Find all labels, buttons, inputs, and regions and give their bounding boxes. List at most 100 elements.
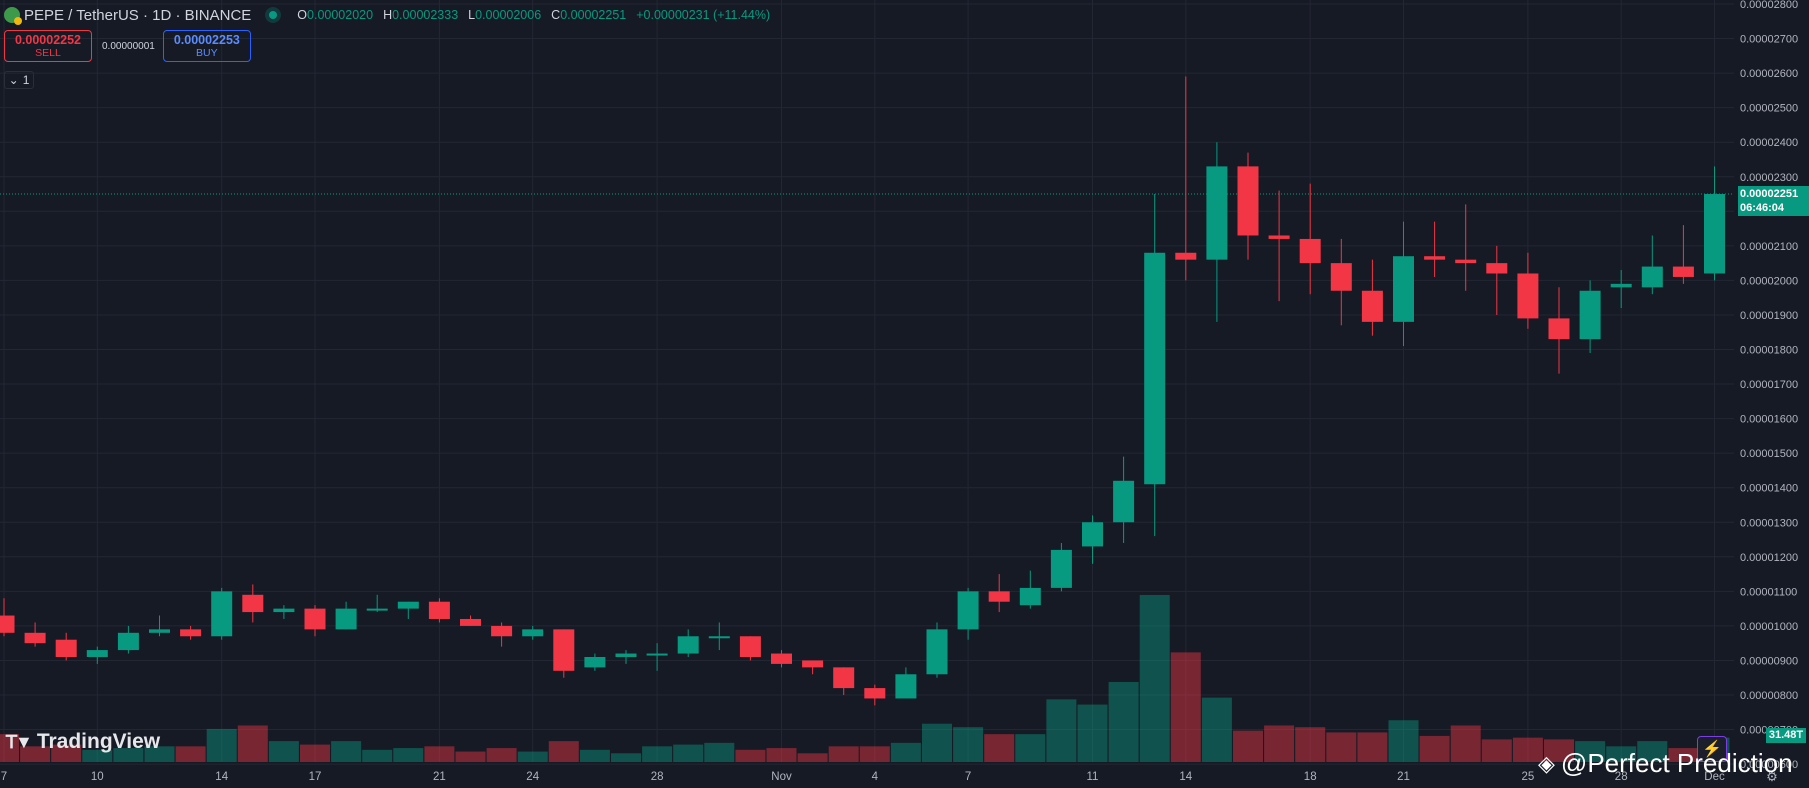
candle-body — [211, 591, 233, 637]
candle — [1486, 245, 1508, 315]
volume-bar — [486, 748, 517, 762]
grid — [0, 0, 1734, 765]
volume-bar — [611, 753, 641, 762]
low-value: 0.00002006 — [475, 8, 542, 22]
candle — [802, 660, 824, 675]
candle-body — [1517, 273, 1539, 319]
candle-body — [55, 639, 77, 657]
candle — [1610, 270, 1632, 309]
candle — [117, 625, 139, 654]
indicators-toggle[interactable]: ⌄ 1 — [4, 71, 34, 89]
volume-bar — [1357, 732, 1388, 762]
candle-body — [1299, 238, 1321, 264]
price-tick-label: 0.00002300 — [1740, 172, 1798, 184]
candle-body — [24, 632, 46, 644]
volume-bars — [0, 594, 1730, 762]
candle-body — [491, 625, 513, 637]
tradingview-logo[interactable]: ꓔ▼ TradingView — [6, 730, 160, 754]
candle-body — [1330, 263, 1352, 291]
candle-body — [957, 591, 979, 630]
candle — [1268, 190, 1290, 302]
price-tick-label: 0.00000800 — [1740, 690, 1798, 702]
volume-bar — [1139, 594, 1170, 762]
low-label: L — [468, 8, 476, 22]
candle-body — [1610, 283, 1632, 288]
candle — [211, 587, 233, 640]
candle — [1393, 221, 1414, 347]
symbol-title[interactable]: PEPE / TetherUS · 1D · BINANCE — [24, 6, 252, 24]
price-tick-label: 0.00002100 — [1740, 241, 1798, 253]
candle — [957, 587, 979, 640]
buy-button[interactable]: 0.00002253 BUY — [162, 30, 251, 62]
date-tick-label: 24 — [526, 771, 539, 783]
volume-bar — [331, 741, 362, 762]
candle-body — [117, 632, 139, 651]
price-tick-label: 0.00002000 — [1740, 275, 1798, 287]
candle — [522, 625, 544, 640]
date-tick-label: 7 — [965, 771, 971, 783]
candle-body — [988, 591, 1010, 602]
candle — [771, 650, 792, 668]
bar-countdown: 06:46:04 — [1740, 202, 1785, 214]
price-tick-label: 0.00002800 — [1740, 0, 1798, 11]
candle — [988, 574, 1010, 613]
pepe-binance-icon[interactable] — [4, 7, 22, 25]
time-axis[interactable]: 7 10 14 17 21 24 28 Nov 4 7 11 14 18 21 25 28 Dec — [1, 771, 1725, 783]
candle-body — [149, 629, 170, 633]
candle-body — [522, 629, 544, 637]
candle-body — [926, 629, 948, 675]
candle — [584, 653, 606, 671]
candle — [1330, 238, 1352, 326]
candle-body — [1455, 259, 1477, 264]
candle-body — [677, 636, 699, 654]
candle-body — [428, 601, 450, 619]
last-price-label: 0.00002251 06:46:04 — [1738, 186, 1809, 216]
high-label: H — [383, 8, 393, 22]
candle-body — [1641, 266, 1663, 288]
candle — [1082, 515, 1103, 564]
sell-button[interactable]: 0.00002252 SELL — [4, 30, 92, 62]
lightning-icon[interactable]: ⚡ — [1697, 736, 1727, 762]
price-axis[interactable]: 0.000006000.000007000.000008000.00000900… — [1734, 0, 1809, 788]
date-tick-label: 18 — [1304, 771, 1317, 783]
sell-label: SELL — [35, 47, 61, 59]
candle — [273, 605, 295, 619]
market-status-icon[interactable] — [269, 11, 278, 19]
volume-bar — [548, 741, 579, 762]
candle — [1517, 252, 1539, 329]
price-axis-background — [1734, 0, 1809, 788]
candle-body — [304, 608, 326, 630]
candle-body — [771, 653, 792, 664]
price-tick-label: 0.00000900 — [1740, 655, 1798, 667]
candle-body — [553, 629, 575, 671]
candle — [304, 605, 326, 637]
price-tick-label: 0.00001300 — [1740, 517, 1798, 529]
watermark: ◈ @Perfect Prediction — [1538, 748, 1793, 779]
indicator-count: 1 — [22, 73, 30, 87]
volume-bar — [1450, 725, 1481, 762]
candle — [895, 667, 917, 699]
settings-gear-icon[interactable]: ⚙ — [1766, 769, 1778, 784]
volume-bar — [206, 728, 237, 762]
volume-bar — [113, 748, 144, 762]
candle-body — [584, 656, 606, 668]
candle-body — [1144, 252, 1166, 485]
date-tick-label: 14 — [215, 771, 228, 783]
candle-body — [1393, 256, 1414, 322]
tradingview-logo-icon: ꓔ▼ — [6, 731, 33, 752]
buy-price: 0.00002253 — [173, 33, 240, 47]
candle-body — [273, 608, 295, 613]
price-tick-label: 0.00002500 — [1740, 103, 1798, 115]
candle — [460, 615, 481, 626]
price-tick-label: 0.00001700 — [1740, 379, 1798, 391]
binance-diamond-icon: ◈ — [1538, 750, 1555, 776]
candle-body — [366, 608, 388, 611]
candle — [833, 667, 855, 695]
candle-body — [460, 618, 481, 626]
volume-bar — [268, 741, 299, 762]
price-tick-label: 0.00001500 — [1740, 448, 1798, 460]
volume-bar — [393, 748, 424, 762]
open-label: O — [297, 8, 308, 22]
volume-bar — [1544, 739, 1574, 762]
